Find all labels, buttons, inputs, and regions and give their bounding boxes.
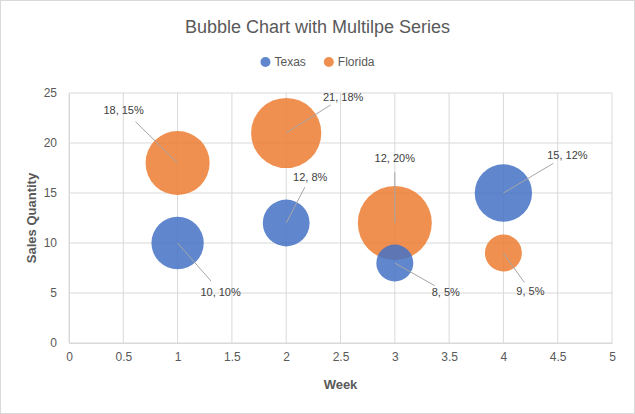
legend-item: Texas: [260, 55, 305, 69]
grid-line-x: [231, 93, 232, 343]
tick-label: 2.5: [333, 350, 350, 364]
tick: 4.5: [550, 343, 567, 364]
leader-line: [395, 263, 435, 286]
tick-label: 5: [609, 350, 616, 364]
x-axis-title: Week: [324, 377, 358, 392]
grid-line-x: [449, 93, 450, 343]
data-label: 12, 8%: [293, 171, 327, 183]
data-label: 10, 10%: [200, 286, 241, 298]
tick-label: 1.5: [224, 350, 241, 364]
axis-line: [70, 343, 613, 344]
grid-line-x: [69, 93, 70, 343]
tick: 2.5: [333, 343, 350, 364]
grid-line-x: [340, 93, 341, 343]
legend-label: Florida: [338, 55, 375, 69]
tick: 5: [50, 286, 69, 300]
tick-label: 15: [44, 186, 58, 200]
grid-line-x: [123, 93, 124, 343]
grid: [69, 93, 612, 343]
y-axis-title: Sales Quantity: [24, 172, 39, 263]
data-label: 9, 5%: [516, 285, 544, 297]
tick: 3.5: [441, 343, 458, 364]
grid-line-x: [612, 93, 613, 343]
tick-label: 20: [44, 136, 58, 150]
tick: 25: [44, 86, 69, 100]
leader-line: [135, 122, 177, 163]
leader-line: [394, 172, 395, 223]
tick-label: 25: [44, 86, 58, 100]
legend-item: Florida: [324, 55, 375, 69]
tick-label: 3: [392, 350, 399, 364]
chart: 0 0.5 1 1.5 2 2.5 3 3.5 4 4.5 5 0 5 10 15 20 25 10, 10% 12…: [0, 0, 635, 414]
data-label: 15, 12%: [547, 149, 588, 161]
tick: 4: [501, 343, 508, 364]
tick: 1.5: [224, 343, 241, 364]
data-labels: 10, 10% 12, 8% 8, 5% 15, 12% 18, 15% 21, 18% 1…: [103, 91, 587, 298]
tick: 1: [175, 343, 182, 364]
grid-line-x: [557, 93, 558, 343]
legend-swatch: [324, 57, 334, 67]
axis-line: [69, 94, 70, 344]
grid-line-x: [394, 93, 395, 343]
tick: 0: [66, 343, 73, 364]
tick-label: 10: [44, 236, 58, 250]
leader-line: [286, 187, 305, 223]
tick-label: 0: [66, 350, 73, 364]
tick: 0: [50, 336, 69, 350]
legend: Texas Florida: [260, 55, 374, 69]
legend-label: Texas: [274, 55, 305, 69]
x-axis: 0 0.5 1 1.5 2 2.5 3 3.5 4 4.5 5: [66, 343, 616, 364]
leader-line: [286, 105, 330, 133]
data-label: 18, 15%: [103, 104, 144, 116]
bubbles: [146, 98, 533, 282]
tick-label: 0: [50, 336, 57, 350]
tick-label: 5: [50, 286, 57, 300]
data-label: 12, 20%: [375, 152, 416, 164]
tick-label: 4.5: [550, 350, 567, 364]
tick-label: 3.5: [441, 350, 458, 364]
tick: 3: [392, 343, 399, 364]
tick: 0.5: [115, 343, 132, 364]
tick: 20: [44, 136, 69, 150]
y-axis: 0 5 10 15 20 25: [44, 86, 70, 350]
tick: 5: [609, 343, 616, 364]
chart-border: [1, 1, 635, 414]
tick-label: 2: [283, 350, 290, 364]
legend-swatch: [260, 57, 270, 67]
leader-line: [178, 243, 212, 281]
data-label: 21, 18%: [323, 91, 364, 103]
title: Bubble Chart with Multilpe Series: [185, 17, 450, 37]
leader-line: [503, 253, 524, 283]
tick-label: 4: [501, 350, 508, 364]
leader-line: [503, 163, 553, 193]
tick-label: 0.5: [115, 350, 132, 364]
tick: 10: [44, 236, 69, 250]
data-label: 8, 5%: [432, 286, 460, 298]
tick: 2: [283, 343, 290, 364]
tick: 15: [44, 186, 69, 200]
tick-label: 1: [175, 350, 182, 364]
